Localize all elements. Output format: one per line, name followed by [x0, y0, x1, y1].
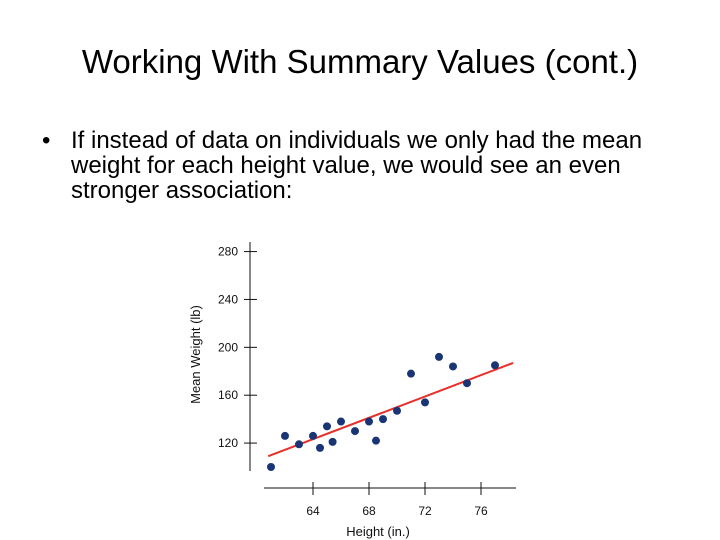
- y-tick-label: 160: [218, 388, 238, 402]
- bullet-text: If instead of data on individuals we onl…: [71, 127, 643, 205]
- data-point: [421, 398, 429, 407]
- slide-title: Working With Summary Values (cont.): [81, 43, 639, 80]
- x-tick-label: 76: [474, 504, 488, 518]
- data-point: [267, 463, 275, 472]
- data-point: [449, 362, 457, 371]
- data-point: [372, 436, 380, 445]
- data-point: [379, 415, 387, 424]
- y-tick-label: 120: [218, 436, 238, 450]
- chart-points-group: [267, 352, 499, 472]
- data-point: [435, 352, 443, 361]
- data-point: [309, 431, 317, 440]
- chart-fit-group: [267, 361, 514, 458]
- y-tick-label: 240: [218, 292, 238, 306]
- x-tick-label: 64: [306, 504, 320, 518]
- x-tick-label: 72: [418, 504, 432, 518]
- data-point: [351, 427, 359, 436]
- data-point: [328, 437, 337, 446]
- bullet-marker: •: [42, 127, 51, 154]
- chart-axes: [244, 242, 516, 495]
- data-point: [365, 417, 373, 426]
- y-tick-label: 200: [218, 340, 238, 354]
- data-point: [316, 443, 324, 452]
- chart-labels-group: 120 160 200 240 280 64 68 72 76 Height (in.) Mean …: [188, 245, 488, 539]
- data-point: [281, 431, 289, 440]
- y-tick-label: 280: [218, 245, 238, 259]
- y-axis-title: Mean Weight (lb): [188, 305, 203, 404]
- data-point: [407, 369, 415, 378]
- x-tick-label: 68: [362, 504, 376, 518]
- data-point: [295, 440, 303, 449]
- data-point: [491, 361, 499, 370]
- regression-line: [267, 361, 514, 458]
- bullet-item: • If instead of data on individuals we o…: [42, 128, 692, 204]
- data-point: [323, 422, 331, 431]
- data-point: [393, 406, 401, 415]
- data-point: [463, 379, 471, 388]
- data-point: [337, 417, 345, 426]
- x-axis-title: Height (in.): [346, 524, 410, 539]
